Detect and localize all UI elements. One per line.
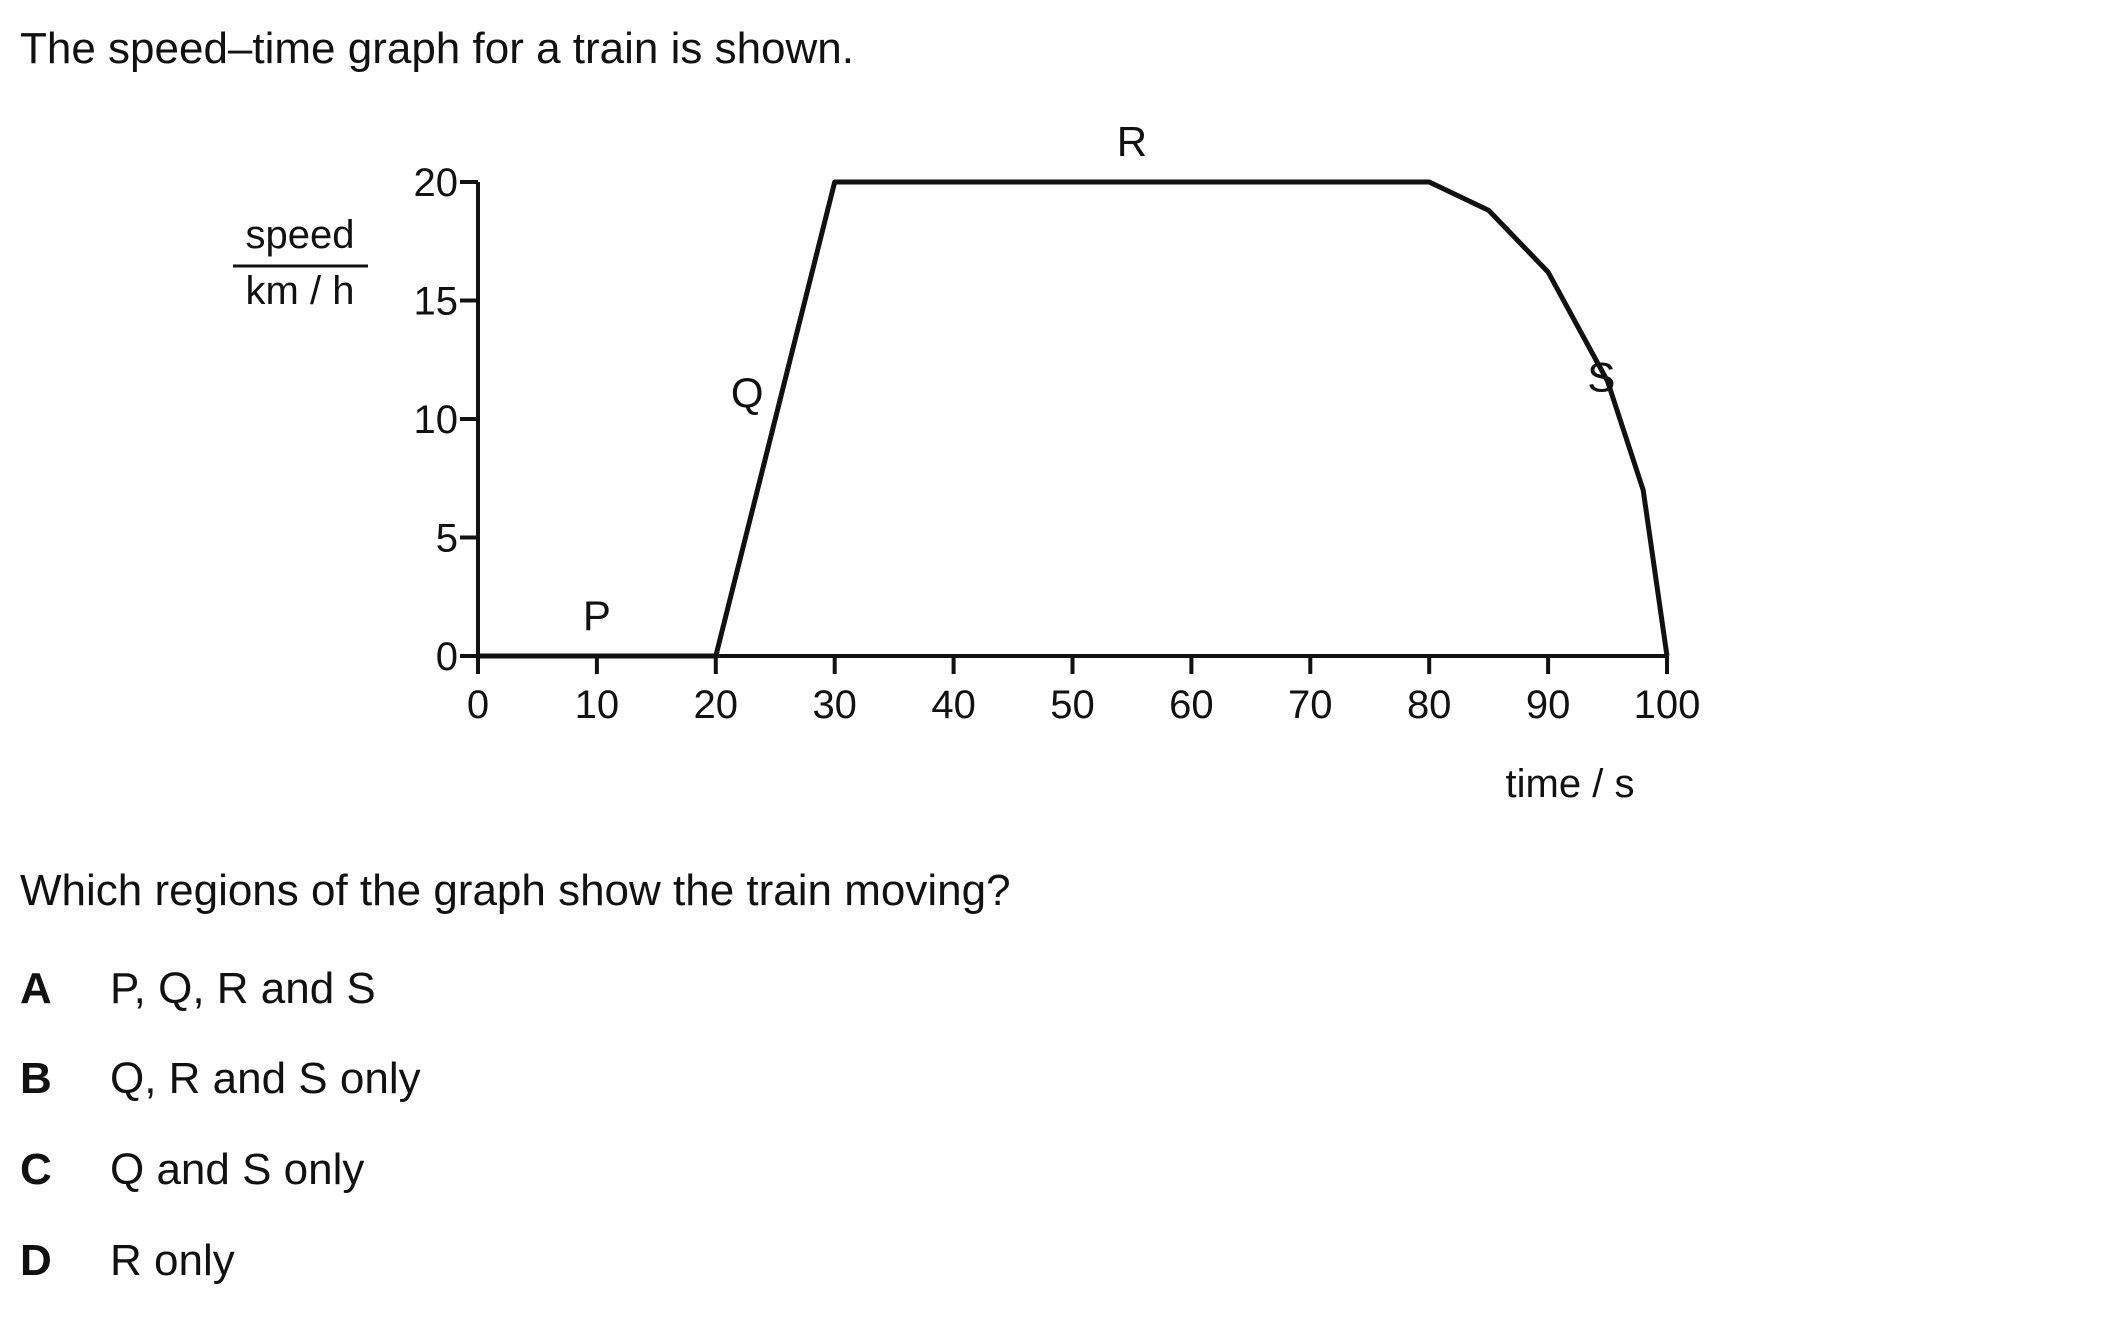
x-tick-label-90: 90 (1526, 683, 1571, 727)
region-label-p: P (583, 592, 611, 639)
option-d-letter[interactable]: D (20, 1236, 52, 1285)
x-tick-label-20: 20 (694, 683, 739, 727)
y-axis-label-top: speed (246, 213, 355, 257)
series-line-0 (478, 179, 1670, 659)
option-d-text[interactable]: R only (110, 1236, 235, 1285)
x-tick-label-40: 40 (931, 683, 976, 727)
region-label-s: S (1587, 353, 1615, 400)
question-text: Which regions of the graph show the trai… (20, 866, 1011, 915)
x-tick-label-30: 30 (812, 683, 857, 727)
x-tick-label-50: 50 (1050, 683, 1095, 727)
intro-text: The speed–time graph for a train is show… (20, 24, 855, 73)
x-tick-label-70: 70 (1288, 683, 1333, 727)
y-tick-label-10: 10 (414, 398, 459, 442)
option-a-text[interactable]: P, Q, R and S (110, 964, 376, 1013)
region-label-r: R (1117, 118, 1147, 165)
option-b-text[interactable]: Q, R and S only (110, 1054, 421, 1103)
y-tick-label-0: 0 (436, 635, 458, 679)
option-c-text[interactable]: Q and S only (110, 1145, 365, 1194)
y-axis-label-bottom: km / h (246, 269, 355, 313)
x-tick-label-80: 80 (1407, 683, 1452, 727)
y-tick-label-20: 20 (414, 161, 459, 205)
region-label-q: Q (731, 369, 764, 416)
option-a-letter[interactable]: A (20, 964, 52, 1013)
x-tick-label-100: 100 (1634, 683, 1701, 727)
speed-time-chart: 0 5 10 15 20 0 10 20 30 40 50 60 70 80 90 100 speed km / … (233, 118, 1701, 806)
x-axis-label: time / s (1506, 762, 1635, 806)
option-c-letter[interactable]: C (20, 1145, 52, 1194)
y-tick-label-5: 5 (436, 517, 458, 561)
x-tick-label-10: 10 (575, 683, 620, 727)
x-tick-label-60: 60 (1169, 683, 1214, 727)
x-tick-label-0: 0 (467, 683, 489, 727)
option-b-letter[interactable]: B (20, 1054, 52, 1103)
y-tick-label-15: 15 (414, 280, 459, 324)
